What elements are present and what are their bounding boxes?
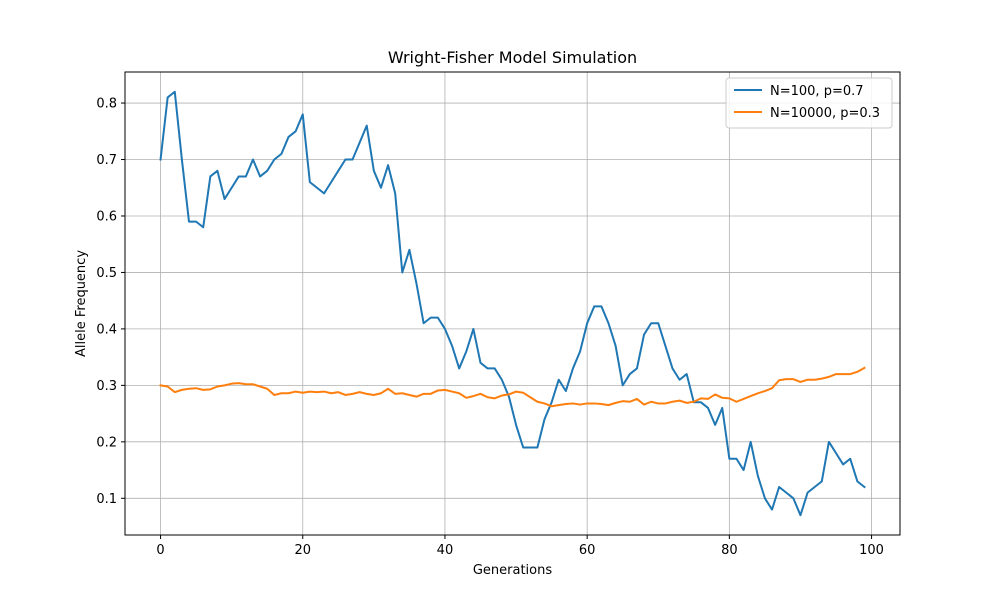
y-tick-label: 0.8 — [96, 97, 117, 112]
legend: N=100, p=0.7 N=10000, p=0.3 — [725, 77, 893, 129]
y-tick-label: 0.6 — [96, 209, 117, 224]
y-tick-label: 0.2 — [96, 435, 117, 450]
y-tick-label: 0.7 — [96, 153, 117, 168]
y-tick-label: 0.4 — [96, 322, 117, 337]
x-axis-label: Generations — [473, 563, 553, 578]
series-line-2 — [159, 366, 866, 408]
x-tick-label: 60 — [579, 543, 596, 558]
plot-frame — [124, 71, 901, 536]
legend-label-series-1: N=100, p=0.7 — [770, 84, 864, 99]
ticks: 0 20 40 60 80 100 0.1 0.2 0.3 0.4 0.5 0.6 0.7 0.8 — [96, 97, 884, 558]
x-tick-label: 80 — [721, 543, 738, 558]
y-axis-label: Allele Frequency — [74, 250, 89, 357]
y-tick-label: 0.3 — [96, 379, 117, 394]
series-layer — [159, 90, 866, 517]
y-tick-label: 0.1 — [96, 492, 117, 507]
legend-label-series-2: N=10000, p=0.3 — [770, 106, 880, 121]
x-tick-label: 40 — [437, 543, 454, 558]
x-tick-label: 20 — [294, 543, 311, 558]
x-tick-label: 100 — [859, 543, 884, 558]
y-tick-label: 0.5 — [96, 266, 117, 281]
series-line-1 — [159, 90, 866, 517]
x-tick-label: 0 — [156, 543, 164, 558]
chart-title: Wright-Fisher Model Simulation — [388, 48, 637, 67]
legend-box — [725, 77, 893, 129]
